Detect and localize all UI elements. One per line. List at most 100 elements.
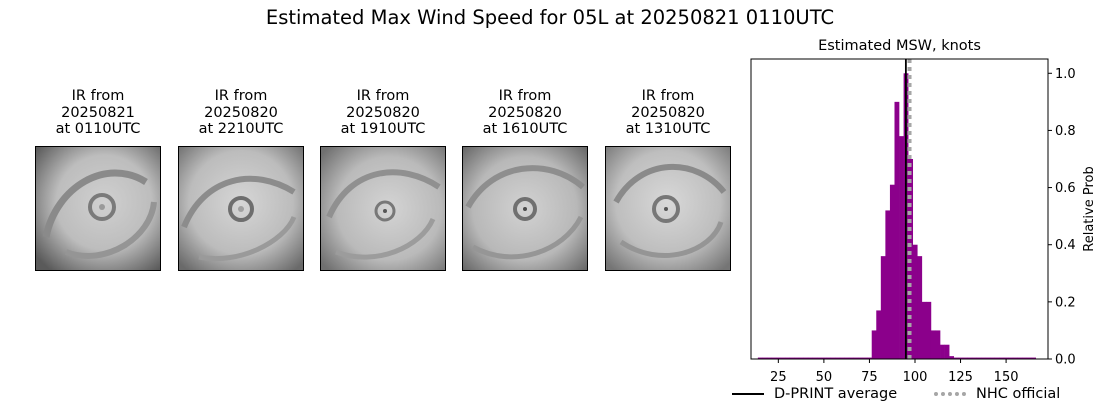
y-tick-label: 0.8 [1055,124,1076,139]
histogram-bar [981,357,986,359]
ir-satellite-image [462,145,588,271]
histogram-bar [880,256,886,359]
histogram-bars [757,73,1037,360]
ir-panel: IR from 20250820 at 1910UTC [320,88,446,271]
ir-panel-title: IR from 20250820 at 1310UTC [605,88,731,138]
ir-panel-title-line1: IR from [71,88,125,104]
histogram-bar [1012,357,1018,359]
ir-panel-title: IR from 20250820 at 2210UTC [178,88,304,138]
histogram-bar [1017,357,1023,359]
y-axis-ticks: 0.0 0.2 0.4 0.6 0.8 1.0 [1048,67,1076,368]
histogram-bar [976,357,982,359]
x-tick-label: 25 [770,370,787,385]
histogram-bar [958,357,964,359]
histogram-bar [930,330,936,359]
ir-satellite-image [320,145,446,271]
y-tick-label: 0.2 [1055,295,1076,310]
ir-panel-title-line1: IR from [214,88,268,104]
ir-panel: IR from 20250820 at 1310UTC [605,88,731,271]
ir-panel: IR from 20250821 at 0110UTC [35,88,161,271]
histogram-bar [926,301,932,359]
ir-panel-title-line3: at 1310UTC [625,121,711,137]
histogram-bar [830,357,836,359]
histogram-bar [1026,357,1032,359]
ir-panel-title-line3: at 1610UTC [482,121,568,137]
ir-panel-title-line1: IR from [498,88,552,104]
histogram-bar [798,357,804,359]
ir-panel: IR from 20250820 at 2210UTC [178,88,304,271]
histogram-bar [826,357,832,359]
legend-label: D-PRINT average [774,386,898,402]
ir-panel-title-line2: 20250820 [204,104,278,121]
ir-panel-title-line2: 20250821 [61,104,135,121]
histogram-bar [757,357,763,359]
y-tick-label: 0.6 [1055,181,1076,196]
ir-satellite-image [178,145,304,271]
histogram-bar [912,244,918,359]
histogram-bar [1031,357,1037,359]
ir-panel-title-line2: 20250820 [488,104,562,121]
dotted-line-icon [934,392,966,396]
histogram-bar [835,357,841,359]
histogram-bar [940,344,945,359]
x-axis-ticks: 25 50 75 100 125 150 [770,359,1019,385]
ir-satellite-image [605,145,731,271]
reference-lines [904,59,912,359]
chart-legend: D-PRINT average NHC official [728,386,1100,406]
histogram-bar [853,357,859,359]
ir-panel-title: IR from 20250820 at 1610UTC [462,88,588,138]
histogram-bar [921,301,927,359]
ir-panel-title-line3: at 0110UTC [55,121,141,137]
histogram-bar [789,357,795,359]
y-tick-label: 0.0 [1055,353,1076,368]
histogram-bar [944,344,950,359]
histogram-bar [766,357,772,359]
x-tick-label: 75 [861,370,878,385]
histogram-bar [858,357,863,359]
histogram-bar [1022,357,1027,359]
plot-frame [750,58,1049,360]
histogram-bar [967,357,973,359]
ir-panel-title: IR from 20250821 at 0110UTC [35,88,161,138]
histogram-bar [935,330,941,359]
y-axis-label: Relative Prob [1082,166,1097,251]
histogram-bar [762,357,768,359]
histogram-bar [894,101,900,359]
figure-title: Estimated Max Wind Speed for 05L at 2025… [265,6,835,29]
ir-panel-title-line3: at 2210UTC [198,121,284,137]
histogram-bar [821,357,827,359]
legend-item-nhc: NHC official [934,386,1060,402]
histogram-bar [889,184,895,359]
ir-panel-title-line3: at 1910UTC [340,121,426,137]
ir-panel-title-line1: IR from [641,88,695,104]
histogram-bar [794,357,800,359]
histogram-bar [839,357,845,359]
histogram-bar [917,256,923,359]
histogram-bar [1003,357,1009,359]
histogram-bar [812,357,818,359]
legend-label: NHC official [976,386,1061,402]
histogram-bar [953,357,959,359]
histogram-bar [785,357,791,359]
histogram-bar [985,357,991,359]
ir-panel-title-line2: 20250820 [346,104,420,121]
x-tick-label: 150 [994,370,1019,385]
histogram-bar [871,330,877,359]
histogram-bar [803,357,809,359]
histogram-bar [848,357,854,359]
histogram-bar [962,357,968,359]
x-tick-label: 50 [816,370,833,385]
histogram-bar [817,357,822,359]
legend-item-dprint: D-PRINT average [732,386,897,402]
ir-panel-title-line2: 20250820 [631,104,705,121]
x-tick-label: 125 [948,370,973,385]
y-tick-label: 1.0 [1055,67,1076,82]
ir-satellite-image [35,145,161,271]
histogram-bar [771,357,777,359]
x-tick-label: 100 [903,370,928,385]
histogram-bar [862,357,868,359]
y-tick-label: 0.4 [1055,238,1076,253]
histogram-bar [971,357,977,359]
histogram-bar [899,136,904,359]
